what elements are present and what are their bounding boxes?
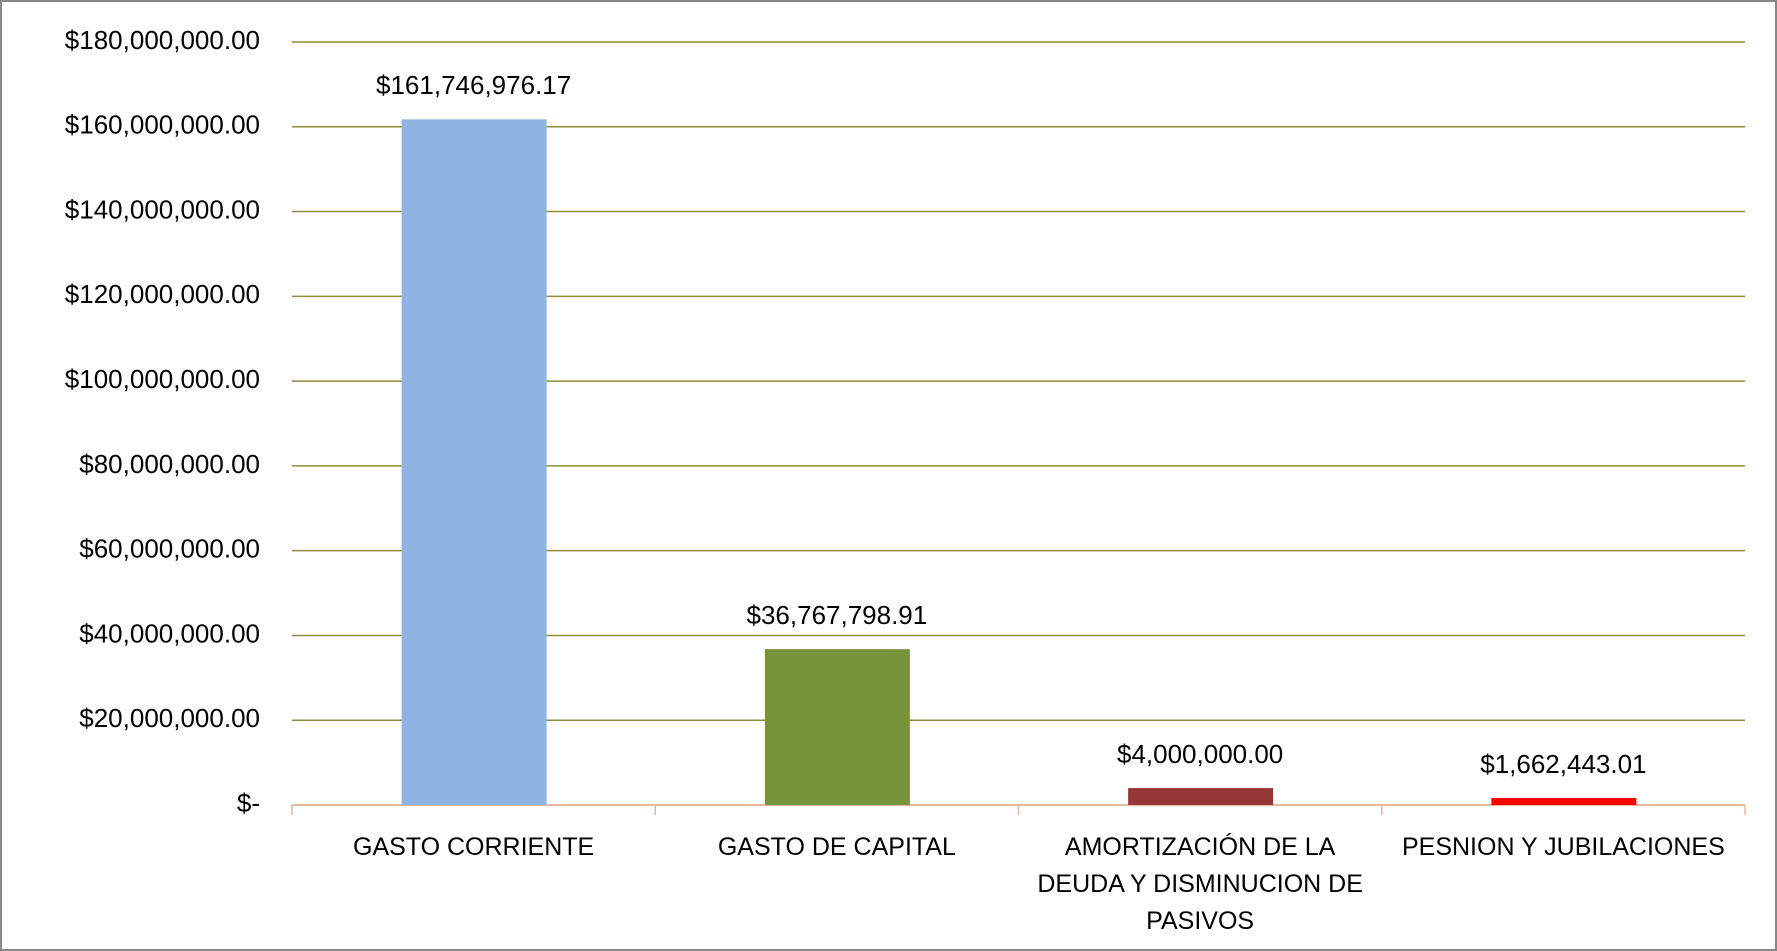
data-label: $161,746,976.17: [376, 70, 571, 100]
y-tick-label: $-: [237, 788, 260, 818]
y-tick-label: $180,000,000.00: [65, 25, 260, 55]
y-tick-label: $40,000,000.00: [79, 618, 260, 648]
x-tick-label: GASTO CORRIENTE: [353, 833, 595, 861]
data-label: $36,767,798.91: [747, 600, 928, 630]
bar: [1491, 797, 1637, 805]
data-label: $1,662,443.01: [1480, 749, 1646, 779]
y-tick-label: $160,000,000.00: [65, 110, 260, 140]
x-tick-label: PESNION Y JUBILACIONES: [1401, 833, 1725, 861]
bar: [401, 119, 547, 805]
x-tick-label: AMORTIZACIÓN DE LA DEUDA Y DISMINUCION D…: [1037, 833, 1363, 935]
y-tick-label: $100,000,000.00: [65, 364, 260, 394]
data-label: $4,000,000.00: [1117, 739, 1283, 769]
y-tick-label: $120,000,000.00: [65, 279, 260, 309]
y-tick-label: $80,000,000.00: [79, 449, 260, 479]
y-tick-label: $140,000,000.00: [65, 194, 260, 224]
y-tick-label: $20,000,000.00: [79, 703, 260, 733]
x-tick-label: GASTO DE CAPITAL: [717, 833, 956, 861]
bar: [764, 649, 910, 805]
bar: [1128, 788, 1274, 805]
y-tick-label: $60,000,000.00: [79, 534, 260, 564]
